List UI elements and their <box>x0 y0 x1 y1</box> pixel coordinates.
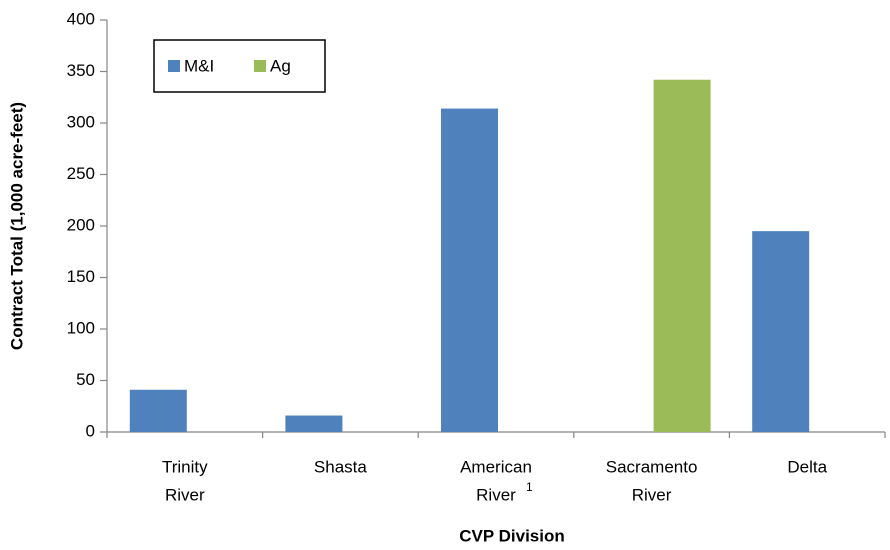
bar <box>441 108 498 432</box>
x-tick-label: River <box>632 485 672 504</box>
x-tick-superscript: 1 <box>526 480 533 494</box>
y-tick-label: 300 <box>67 112 95 131</box>
x-axis-label: CVP Division <box>459 526 565 545</box>
y-tick-label: 350 <box>67 61 95 80</box>
x-tick-label: American <box>460 457 532 476</box>
legend-label: M&I <box>184 56 214 75</box>
legend-swatch <box>254 60 266 72</box>
x-tick-label: Sacramento <box>606 457 698 476</box>
y-tick-label: 200 <box>67 215 95 234</box>
y-tick-label: 400 <box>67 9 95 28</box>
bar <box>285 415 343 432</box>
x-tick-label: Shasta <box>314 457 367 476</box>
bar <box>129 389 187 432</box>
y-tick-label: 250 <box>67 164 95 183</box>
x-tick-label: River <box>165 485 205 504</box>
bar <box>653 79 711 433</box>
y-tick-label: 0 <box>86 421 95 440</box>
bar <box>752 231 810 432</box>
y-tick-label: 50 <box>76 370 95 389</box>
y-tick-label: 150 <box>67 267 95 286</box>
y-axis-label: Contract Total (1,000 acre-feet) <box>7 102 26 350</box>
legend-swatch <box>168 60 180 72</box>
legend-box <box>153 39 326 93</box>
y-tick-label: 100 <box>67 318 95 337</box>
legend-label: Ag <box>270 56 291 75</box>
x-tick-label: Trinity <box>162 457 208 476</box>
x-tick-label: River <box>476 485 516 504</box>
x-tick-label: Delta <box>787 457 827 476</box>
